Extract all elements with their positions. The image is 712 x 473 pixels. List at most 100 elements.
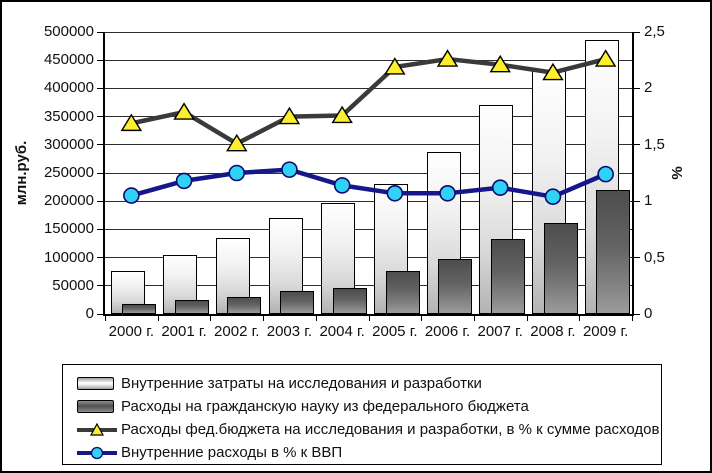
x-axis-tick bbox=[210, 316, 212, 321]
y-axis-left-tick bbox=[97, 87, 105, 89]
y-axis-left-tick-label: 250000 bbox=[43, 164, 94, 181]
y-axis-right-tick bbox=[632, 87, 640, 89]
y-axis-left-line bbox=[103, 32, 105, 316]
bar-dark-2008 bbox=[543, 222, 578, 314]
circle-marker bbox=[175, 172, 193, 190]
line-triangle bbox=[130, 56, 607, 146]
y-axis-right-tick bbox=[632, 313, 640, 315]
circle-marker bbox=[597, 165, 614, 183]
legend-item-label: Внутренние расходы в % к ВВП bbox=[121, 444, 343, 461]
y-axis-right-tick bbox=[632, 144, 640, 146]
triangle-marker bbox=[173, 102, 195, 120]
y-axis-right-tick-label: 0 bbox=[644, 305, 653, 322]
x-axis-tick bbox=[473, 316, 475, 321]
y-axis-left-tick bbox=[97, 144, 105, 146]
x-axis-tick bbox=[526, 316, 528, 321]
right-axis-title: % bbox=[669, 166, 686, 180]
line-triangle-icon bbox=[77, 422, 121, 438]
x-axis-label: 2001 г. bbox=[161, 323, 207, 340]
circle-marker bbox=[491, 179, 509, 196]
triangle-marker bbox=[436, 49, 459, 67]
x-axis-label: 2005 г. bbox=[372, 323, 418, 340]
x-axis-label: 2004 г. bbox=[319, 323, 365, 340]
gridline bbox=[105, 172, 632, 174]
line-triangle-glyph bbox=[77, 422, 117, 436]
bar-dark-2006 bbox=[438, 259, 473, 314]
circle-marker bbox=[281, 161, 298, 178]
circle-marker bbox=[333, 177, 351, 194]
triangle-marker bbox=[331, 105, 353, 124]
y-axis-left-tick-label: 400000 bbox=[43, 79, 94, 97]
line-series-layer bbox=[120, 49, 617, 205]
circle-marker bbox=[386, 185, 404, 202]
legend-item: Внутренние затраты на исследования и раз… bbox=[77, 372, 661, 395]
y-axis-left-tick-label: 150000 bbox=[43, 220, 94, 238]
bar-dark-2009 bbox=[596, 190, 631, 314]
x-axis-tick bbox=[632, 316, 633, 321]
bar-light-swatch bbox=[77, 377, 114, 390]
line-circle-glyph bbox=[77, 446, 117, 459]
circle-marker bbox=[228, 164, 246, 182]
gridline bbox=[105, 59, 632, 61]
triangle-marker bbox=[225, 133, 248, 152]
gridline bbox=[105, 257, 632, 259]
y-axis-left-tick bbox=[97, 116, 105, 118]
bar-dark-2005 bbox=[385, 270, 420, 314]
y-axis-left-tick-label: 350000 bbox=[43, 107, 94, 125]
x-axis-tick bbox=[157, 316, 159, 321]
line-circle bbox=[130, 167, 607, 199]
circle-marker bbox=[123, 187, 140, 204]
x-axis-label: 2009 г. bbox=[582, 323, 629, 340]
triangle-marker bbox=[120, 113, 143, 132]
bar-dark-2000 bbox=[122, 304, 156, 314]
bar-dark-swatch-icon bbox=[77, 400, 121, 413]
x-axis-line bbox=[103, 314, 634, 316]
y-axis-left-tick bbox=[97, 313, 105, 315]
triangle-marker bbox=[384, 57, 406, 75]
x-axis-label: 2003 г. bbox=[266, 323, 313, 340]
triangle-marker bbox=[542, 62, 564, 81]
y-axis-left-tick bbox=[97, 31, 105, 33]
bar-dark-2002 bbox=[227, 296, 262, 314]
legend-item: Внутренние расходы в % к ВВП bbox=[77, 441, 661, 464]
y-axis-right-tick bbox=[632, 200, 640, 202]
y-axis-left-tick bbox=[97, 172, 105, 174]
legend-box: Внутренние затраты на исследования и раз… bbox=[62, 364, 662, 465]
gridline bbox=[105, 31, 632, 33]
bar-dark-2001 bbox=[174, 300, 209, 314]
y-axis-left-tick bbox=[97, 228, 105, 230]
left-axis-title: млн.руб. bbox=[13, 140, 30, 206]
y-axis-left-tick-label: 100000 bbox=[43, 248, 94, 266]
x-axis-tick bbox=[421, 316, 423, 321]
y-axis-right-line bbox=[632, 32, 634, 316]
y-axis-left-tick-label: 500000 bbox=[43, 23, 94, 40]
plot-area bbox=[105, 31, 632, 314]
y-axis-right-tick-label: 0,5 bbox=[644, 248, 665, 266]
y-axis-left-tick-label: 50000 bbox=[52, 276, 94, 294]
legend-item: Расходы на гражданскую науку из федераль… bbox=[77, 395, 661, 418]
gridline bbox=[105, 200, 632, 202]
x-axis-label: 2008 г. bbox=[530, 323, 576, 340]
circle-marker bbox=[439, 185, 456, 202]
gridline bbox=[105, 116, 632, 118]
x-axis-tick bbox=[263, 316, 265, 321]
bar-dark-2004 bbox=[332, 287, 367, 314]
x-axis-label: 2002 г. bbox=[214, 323, 260, 340]
y-axis-right-tick-label: 2 bbox=[644, 79, 653, 97]
x-axis-label: 2000 г. bbox=[108, 323, 155, 340]
y-axis-right-tick-label: 1,5 bbox=[644, 135, 665, 153]
bar-light-swatch-icon bbox=[77, 377, 121, 390]
x-axis-label: 2007 г. bbox=[477, 323, 523, 340]
x-axis-tick bbox=[368, 316, 370, 321]
y-axis-right-tick-label: 2,5 bbox=[644, 23, 665, 40]
y-axis-left-tick-label: 0 bbox=[85, 305, 94, 322]
triangle-marker bbox=[278, 106, 301, 125]
legend-item-label: Внутренние затраты на исследования и раз… bbox=[121, 375, 482, 392]
x-axis-tick bbox=[315, 316, 317, 321]
legend-item-label: Расходы на гражданскую науку из федераль… bbox=[121, 398, 529, 415]
triangle-marker bbox=[489, 54, 512, 73]
y-axis-right-tick bbox=[632, 31, 640, 33]
x-axis-tick bbox=[579, 316, 581, 321]
circle-marker bbox=[544, 188, 562, 205]
